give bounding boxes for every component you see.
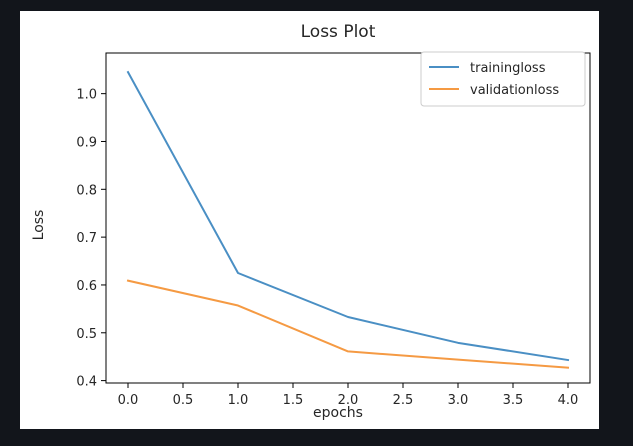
x-tick-label: 3.0 — [448, 393, 469, 408]
x-tick-label: 0.5 — [173, 393, 194, 408]
legend-label-trainingloss: trainingloss — [470, 61, 546, 76]
x-tick-label: 3.5 — [503, 393, 524, 408]
series-line-validationloss — [126, 279, 570, 369]
y-tick-label: 0.5 — [76, 327, 97, 342]
x-axis-title: epochs — [313, 405, 363, 421]
chart-figure: Loss Plot epochs Loss 0.0 0.5 1.0 1.5 2.0 2.5… — [20, 11, 599, 429]
y-tick-label: 1.0 — [76, 88, 97, 103]
y-tick-label: 0.7 — [76, 231, 97, 246]
chart-title: Loss Plot — [301, 22, 376, 42]
y-tick-label: 0.8 — [76, 183, 97, 198]
loss-line-chart: Loss Plot epochs Loss 0.0 0.5 1.0 1.5 2.0 2.5… — [31, 22, 591, 421]
legend-label-validationloss: validationloss — [470, 83, 559, 98]
y-tick-label: 0.9 — [76, 135, 97, 150]
y-tick-label: 0.4 — [76, 375, 97, 390]
series-line-trainingloss — [126, 70, 570, 362]
x-tick-label: 0.0 — [118, 393, 139, 408]
x-tick-label: 2.0 — [338, 393, 359, 408]
x-tick-label: 1.5 — [283, 393, 304, 408]
x-tick-label: 1.0 — [228, 393, 249, 408]
x-tick-label: 2.5 — [393, 393, 414, 408]
y-tick-label: 0.6 — [76, 279, 97, 294]
x-tick-label: 4.0 — [558, 393, 579, 408]
legend: trainingloss validationloss — [420, 51, 586, 107]
y-axis-title: Loss — [31, 210, 47, 241]
legend-box — [420, 51, 586, 107]
